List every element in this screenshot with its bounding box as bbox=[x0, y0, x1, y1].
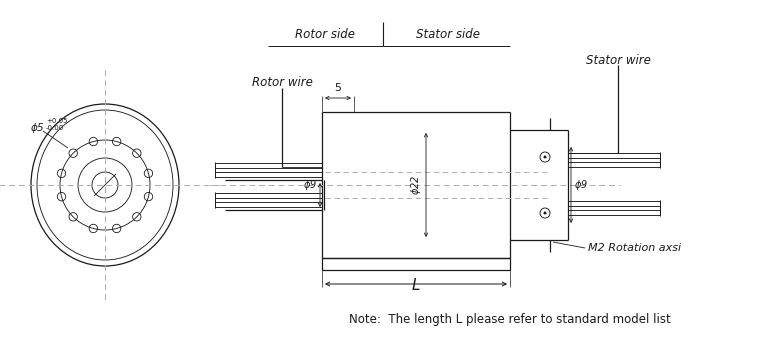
Text: Note:  The length L please refer to standard model list: Note: The length L please refer to stand… bbox=[349, 313, 671, 326]
Text: M2 Rotation axsi: M2 Rotation axsi bbox=[588, 243, 681, 253]
Text: Stator wire: Stator wire bbox=[586, 53, 650, 67]
Text: Rotor wire: Rotor wire bbox=[252, 75, 312, 88]
Text: $\phi$9: $\phi$9 bbox=[303, 178, 317, 192]
Text: Stator side: Stator side bbox=[416, 29, 480, 41]
Circle shape bbox=[543, 155, 546, 158]
Text: L: L bbox=[412, 278, 420, 293]
Text: 5: 5 bbox=[335, 83, 342, 93]
Text: +0.05: +0.05 bbox=[46, 118, 68, 124]
Text: Rotor side: Rotor side bbox=[295, 29, 355, 41]
Text: -0.00: -0.00 bbox=[46, 125, 64, 131]
Text: $\phi$22: $\phi$22 bbox=[409, 175, 423, 195]
Circle shape bbox=[543, 211, 546, 215]
Text: $\phi$5: $\phi$5 bbox=[30, 121, 45, 135]
Text: $\phi$9: $\phi$9 bbox=[574, 178, 588, 192]
